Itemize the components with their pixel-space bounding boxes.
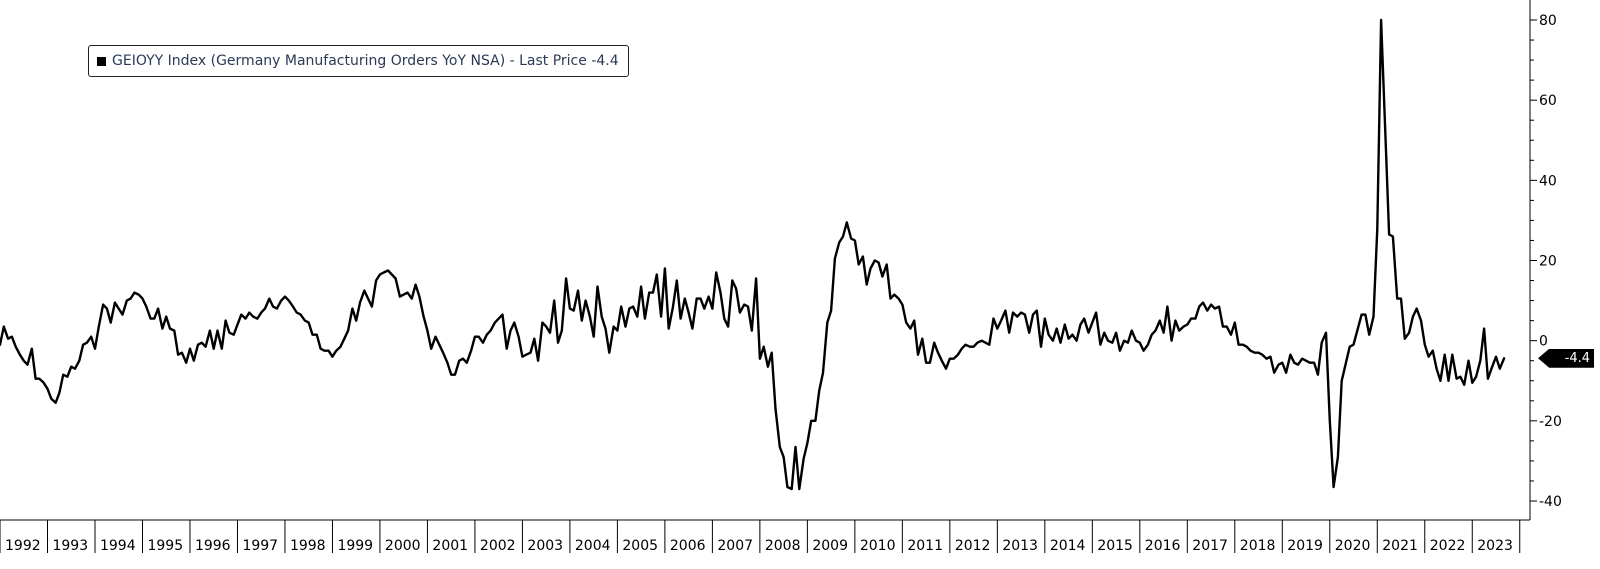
x-tick-label: 2017 [1192, 538, 1228, 554]
x-tick-label: 2010 [860, 538, 896, 554]
x-tick-label: 2013 [1002, 538, 1038, 554]
x-tick-label: 2014 [1050, 538, 1086, 554]
x-tick-label: 2003 [527, 538, 563, 554]
x-tick-label: 2006 [670, 538, 706, 554]
x-tick-label: 2020 [1335, 538, 1371, 554]
x-tick-label: 2023 [1477, 538, 1513, 554]
x-axis: 1992 1993 1994 1995 1996 1997 1998 1999 2000 2001… [0, 519, 1530, 554]
legend: GEIOYY Index (Germany Manufacturing Orde… [88, 45, 629, 77]
legend-swatch [97, 56, 106, 66]
x-tick-label: 1999 [337, 538, 373, 554]
x-tick-label: 2016 [1145, 538, 1181, 554]
x-tick-label: 2015 [1097, 538, 1133, 554]
x-tick-label: 2012 [955, 538, 991, 554]
x-tick-label: 2001 [432, 538, 468, 554]
x-tick-label: 2011 [907, 538, 943, 554]
series-layer [0, 18, 1506, 491]
y-tick-label: 60 [1539, 93, 1557, 109]
y-axis: -40 -20 0 20 40 60 80 [1529, 0, 1562, 520]
x-tick-label: 2007 [717, 538, 753, 554]
x-tick-label: 2000 [385, 538, 421, 554]
y-tick-label: -40 [1539, 494, 1562, 510]
x-tick-label: 2018 [1240, 538, 1276, 554]
last-price-tag: -4.4 [1538, 348, 1594, 368]
x-tick-label: 1995 [147, 538, 183, 554]
x-tick-label: 2008 [765, 538, 801, 554]
x-tick-label: 2021 [1382, 538, 1418, 554]
legend-label: GEIOYY Index (Germany Manufacturing Orde… [112, 53, 619, 69]
x-tick-label: 1994 [100, 538, 136, 554]
y-tick-label: 20 [1539, 254, 1557, 270]
x-tick-label: 1993 [52, 538, 88, 554]
x-tick-label: 2022 [1430, 538, 1466, 554]
x-tick-label: 2005 [622, 538, 658, 554]
x-tick-label: 2019 [1287, 538, 1323, 554]
x-tick-label: 1992 [5, 538, 41, 554]
x-tick-label: 2002 [480, 538, 516, 554]
y-tick-label: 40 [1539, 173, 1557, 189]
x-tick-label: 1997 [242, 538, 278, 554]
x-tick-label: 1998 [290, 538, 326, 554]
x-tick-label: 2009 [812, 538, 848, 554]
y-tick-label: -20 [1539, 414, 1562, 430]
y-tick-label: 0 [1539, 334, 1548, 350]
y-tick-label: 80 [1539, 13, 1557, 29]
series-line [0, 18, 1506, 491]
x-tick-label: 1996 [195, 538, 231, 554]
x-tick-label: 2004 [575, 538, 611, 554]
